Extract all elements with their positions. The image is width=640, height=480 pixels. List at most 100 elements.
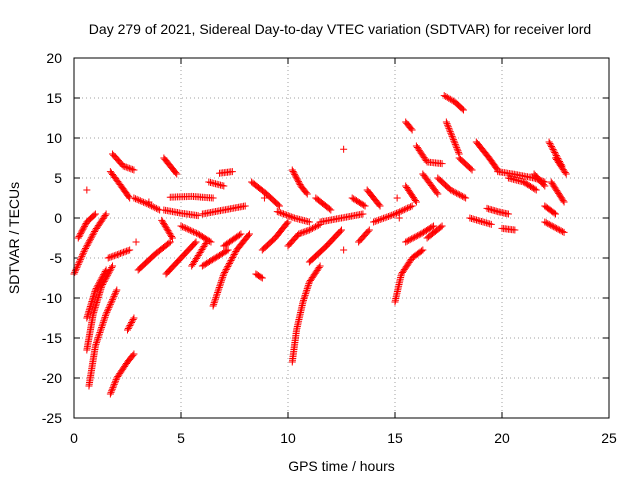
chart-title: Day 279 of 2021, Sidereal Day-to-day VTE…	[89, 21, 591, 37]
data-point	[91, 305, 99, 313]
data-point	[94, 334, 102, 342]
data-point	[305, 218, 313, 226]
data-point	[419, 246, 427, 254]
data-point	[99, 280, 107, 288]
data-point	[446, 126, 454, 134]
data-point	[194, 212, 202, 220]
data-point	[445, 94, 453, 102]
data-point	[454, 147, 462, 155]
data-point	[229, 252, 237, 260]
data-point	[94, 335, 102, 343]
data-point	[231, 249, 239, 257]
data-point	[100, 317, 108, 325]
satellite-track	[402, 118, 416, 134]
data-point	[299, 228, 307, 236]
data-point	[128, 165, 136, 173]
data-point	[188, 227, 196, 235]
satellite-track	[188, 238, 211, 270]
data-point	[124, 325, 132, 332]
data-point	[531, 185, 539, 193]
data-point	[540, 181, 548, 189]
data-point	[141, 199, 149, 207]
data-point	[99, 318, 107, 326]
data-point	[305, 280, 313, 288]
y-tick-label: 5	[54, 170, 62, 186]
data-point	[446, 128, 454, 136]
data-point	[90, 289, 98, 297]
y-tick-label: -15	[42, 330, 62, 346]
data-point	[128, 317, 136, 325]
data-point	[402, 205, 410, 213]
satellite-track	[348, 194, 369, 210]
data-point	[350, 195, 358, 203]
satellite-track	[273, 208, 313, 226]
data-point	[110, 252, 118, 260]
data-point	[293, 175, 301, 183]
data-point	[90, 307, 98, 315]
data-point	[116, 249, 124, 257]
data-point	[130, 314, 138, 322]
data-point	[109, 262, 117, 270]
data-point	[451, 140, 459, 148]
satellite-track	[305, 226, 345, 266]
data-point	[378, 215, 386, 223]
data-point	[289, 213, 297, 221]
data-point	[443, 93, 451, 101]
data-point	[81, 222, 89, 230]
data-point	[212, 292, 220, 300]
data-point	[102, 310, 110, 318]
data-point	[407, 125, 415, 133]
data-point	[74, 234, 82, 242]
data-point	[108, 385, 116, 393]
data-point	[434, 190, 442, 198]
data-point	[106, 267, 114, 275]
data-point	[104, 305, 112, 313]
data-point	[408, 235, 416, 243]
data-point	[80, 224, 88, 232]
data-point	[87, 234, 95, 242]
data-point	[221, 248, 229, 256]
data-point	[172, 169, 180, 177]
data-point	[121, 248, 129, 256]
data-point	[120, 248, 128, 256]
satellite-track	[109, 150, 138, 174]
data-point	[165, 239, 173, 247]
data-point	[149, 203, 157, 211]
data-point	[224, 246, 232, 254]
data-point	[383, 213, 391, 221]
data-point	[126, 246, 134, 254]
data-point	[124, 326, 131, 334]
data-point	[74, 260, 82, 268]
data-point	[113, 286, 121, 294]
data-point	[455, 148, 463, 156]
data-point	[225, 260, 233, 267]
data-point	[303, 190, 311, 198]
data-point	[557, 227, 565, 235]
data-point	[458, 105, 466, 113]
satellite-track	[363, 186, 384, 210]
satellite-track	[205, 178, 228, 190]
data-point	[338, 226, 345, 234]
data-point	[94, 295, 102, 303]
data-point	[86, 304, 94, 312]
data-point	[78, 252, 86, 260]
satellite-track	[124, 314, 138, 334]
data-point	[107, 299, 115, 307]
satellite-track	[552, 154, 570, 178]
data-point	[111, 289, 119, 297]
data-point	[302, 288, 310, 296]
data-point	[85, 307, 93, 315]
data-point	[273, 208, 281, 216]
data-point	[96, 289, 104, 297]
data-point	[75, 233, 83, 241]
data-point	[229, 254, 237, 261]
data-point	[417, 230, 425, 238]
data-point	[440, 92, 448, 100]
data-point	[78, 227, 86, 235]
satellite-track	[130, 194, 164, 214]
data-point	[412, 232, 420, 240]
y-tick-label: 0	[54, 210, 62, 226]
data-point	[104, 254, 112, 262]
data-point	[450, 137, 458, 145]
data-point	[295, 179, 303, 187]
